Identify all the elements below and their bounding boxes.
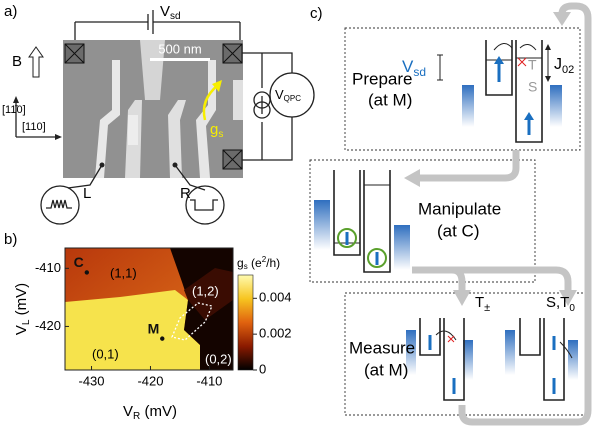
step-label: Measure <box>349 338 415 357</box>
state-label: T <box>528 57 537 73</box>
sequence-diagram <box>309 2 592 426</box>
state-label: S <box>528 79 537 95</box>
x-tick-label: -430 <box>79 373 105 388</box>
region-label: (0,1) <box>92 346 119 361</box>
step-label: (at M) <box>368 90 412 109</box>
panel-label: c) <box>310 5 323 22</box>
step-label: (at C) <box>437 221 480 240</box>
colorbar-label: gs (e2/h) <box>237 255 280 271</box>
region-label: (1,1) <box>110 265 137 280</box>
x-axis-label: VR (mV) <box>123 403 177 422</box>
colorbar-tick-label: 0 <box>259 361 266 376</box>
point <box>160 336 165 341</box>
colorbar-tick-label: 0.004 <box>259 290 292 305</box>
step-label: Prepare <box>352 69 412 88</box>
point-label: C <box>74 254 84 270</box>
vqpc-label: VQPC <box>275 87 301 103</box>
b-field-label: B <box>12 53 22 70</box>
x-tick-label: -420 <box>137 373 163 388</box>
heatmap <box>65 248 233 370</box>
colorbar-tick-label: 0.002 <box>259 326 292 341</box>
y-axis-label: VL (mV) <box>13 283 32 335</box>
state-label: S,T0 <box>546 294 575 314</box>
plot-frame <box>64 247 234 371</box>
step-label: Manipulate <box>418 199 501 218</box>
point <box>84 270 90 275</box>
y-tick-label: -420 <box>35 318 61 333</box>
panel-label: b) <box>4 231 17 248</box>
y-tick-label: -410 <box>35 260 61 275</box>
colorbar <box>237 274 254 371</box>
state-label: T± <box>475 294 490 314</box>
axis-label: [110] <box>22 121 46 133</box>
panel-label: a) <box>4 3 17 20</box>
gs-label: gs <box>210 121 223 140</box>
vsd-label: Vsd <box>160 3 181 22</box>
x-tick-label: -410 <box>196 373 222 388</box>
vsd-label: Vsd <box>402 57 426 79</box>
region-label: (0,2) <box>205 351 232 366</box>
point-label: M <box>148 320 160 336</box>
device-image <box>13 10 315 225</box>
axis-label: [11̄0] <box>2 104 26 116</box>
scale-bar-label: 500 nm <box>158 41 201 56</box>
gate-label: L <box>83 185 91 202</box>
gate-label: R <box>180 185 191 202</box>
step-label: (at M) <box>364 360 408 379</box>
region-label: (1,2) <box>192 283 219 298</box>
j02-label: J02 <box>554 56 574 76</box>
